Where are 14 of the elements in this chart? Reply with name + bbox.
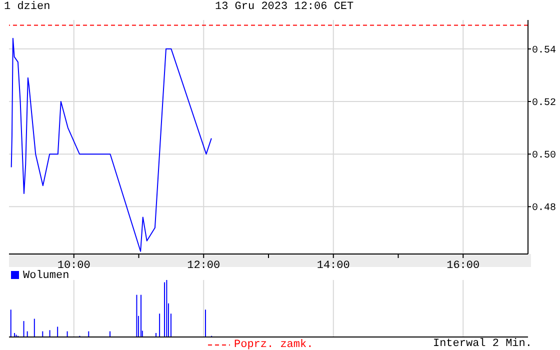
y-tick-label: 0.50 [532,150,556,162]
legend-label: Wolumen [23,270,70,282]
y-tick-label: 0.52 [532,98,556,110]
y-tick-label: 0.54 [532,45,556,56]
chart-title: 1 dzien [4,1,50,13]
line-series [10,38,212,252]
x-tick-label: 16:00 [446,260,480,272]
y-tick-label: 0.48 [532,203,556,214]
text: 13 Gru 2023 12:06 CET [215,1,354,13]
text: Interwal 2 Min. [432,338,532,350]
legend-label: Poprz. zamk. [234,339,314,350]
x-tick-label: 14:00 [316,260,350,272]
x-tick-label: 10:00 [57,260,90,272]
x-tick-label: 12:00 [187,260,220,272]
